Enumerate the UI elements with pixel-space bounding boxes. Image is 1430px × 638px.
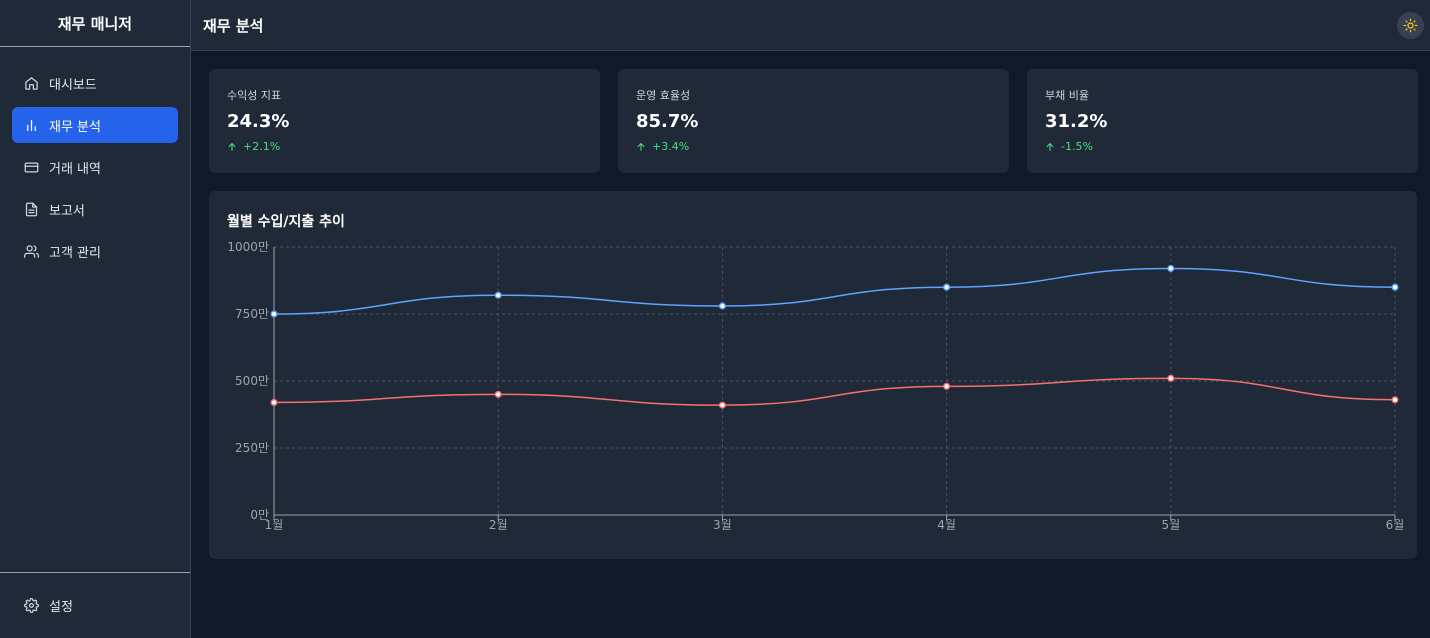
- kpi-cards: 수익성 지표 24.3% +2.1% 운영 효율성 85.7% +3.4%: [209, 69, 1418, 173]
- series-point-0: [494, 291, 502, 299]
- kpi-change-value: +2.1%: [243, 140, 281, 153]
- sidebar-item-reports[interactable]: 보고서: [12, 191, 178, 227]
- kpi-value: 85.7%: [636, 111, 699, 132]
- sidebar-item-dashboard[interactable]: 대시보드: [12, 65, 178, 101]
- series-point-1: [1391, 396, 1399, 404]
- sun-icon: [1403, 18, 1418, 32]
- y-tick-label: 500만: [235, 374, 269, 388]
- sidebar-item-label: 보고서: [49, 203, 85, 219]
- main-area: 재무 분석 수익성 지표 24.3% +2.1% 운영 효율성 85.7%: [191, 0, 1430, 638]
- bar-chart-icon: [27, 119, 36, 131]
- sidebar-item-label: 설정: [49, 599, 73, 615]
- theme-toggle-button[interactable]: [1397, 11, 1424, 39]
- sidebar-item-label: 거래 내역: [49, 161, 101, 177]
- kpi-value: 24.3%: [227, 111, 290, 132]
- y-tick-label: 0만: [250, 508, 269, 522]
- y-tick-label: 1000만: [227, 240, 269, 254]
- kpi-card-efficiency: 운영 효율성 85.7% +3.4%: [618, 69, 1009, 173]
- series-point-0: [1391, 283, 1399, 291]
- series-point-0: [718, 302, 726, 310]
- kpi-change: -1.5%: [1045, 140, 1400, 153]
- series-point-1: [494, 390, 502, 398]
- kpi-label: 부채 비율: [1045, 89, 1089, 102]
- x-tick-label: 2월: [489, 518, 508, 532]
- series-point-1: [1167, 374, 1175, 382]
- users-icon: [24, 244, 39, 258]
- sidebar-footer: 설정: [0, 572, 190, 638]
- sidebar-item-label: 고객 관리: [49, 245, 101, 261]
- kpi-label: 수익성 지표: [227, 89, 282, 102]
- x-tick-label: 5월: [1161, 518, 1180, 532]
- credit-card-icon: [24, 162, 39, 172]
- series-point-1: [270, 398, 278, 406]
- chart-card: 월별 수입/지출 추이 0만 250만 500만 750만 1000만 1월 2월 3월 4월 5…: [209, 191, 1417, 559]
- sidebar-item-label: 재무 분석: [49, 119, 101, 135]
- sidebar-item-settings[interactable]: 설정: [12, 587, 178, 623]
- sidebar: 재무 매니저 대시보드 재무 분석 거래 내역 보고서 고객 관리: [0, 0, 191, 638]
- kpi-card-debt-ratio: 부채 비율 31.2% -1.5%: [1027, 69, 1418, 173]
- line-chart: 0만 250만 500만 750만 1000만 1월 2월 3월 4월 5월 6월: [227, 240, 1405, 532]
- series-point-0: [943, 283, 951, 291]
- kpi-change-value: +3.4%: [652, 140, 690, 153]
- home-icon: [25, 76, 38, 90]
- content: 수익성 지표 24.3% +2.1% 운영 효율성 85.7% +3.4%: [191, 51, 1430, 559]
- kpi-card-profitability: 수익성 지표 24.3% +2.1%: [209, 69, 600, 173]
- arrow-up-icon: [1046, 142, 1054, 151]
- sidebar-item-customers[interactable]: 고객 관리: [12, 233, 178, 269]
- arrow-up-icon: [637, 142, 645, 151]
- topbar: 재무 분석: [191, 0, 1430, 51]
- kpi-value: 31.2%: [1045, 111, 1108, 132]
- kpi-change-value: -1.5%: [1061, 140, 1093, 153]
- kpi-label: 운영 효율성: [636, 89, 691, 102]
- kpi-change: +2.1%: [227, 140, 582, 153]
- sidebar-item-label: 대시보드: [49, 77, 97, 93]
- x-tick-label: 6월: [1386, 518, 1405, 532]
- series-point-0: [270, 310, 278, 318]
- sidebar-nav: 대시보드 재무 분석 거래 내역 보고서 고객 관리: [0, 47, 190, 275]
- series-point-1: [943, 382, 951, 390]
- page-title: 재무 분석: [203, 16, 264, 35]
- brand-title: 재무 매니저: [0, 0, 190, 47]
- y-tick-label: 750만: [235, 307, 269, 321]
- series-point-1: [718, 401, 726, 409]
- sidebar-item-financial-analysis[interactable]: 재무 분석: [12, 107, 178, 143]
- y-tick-label: 250만: [235, 441, 269, 455]
- arrow-up-icon: [228, 142, 236, 151]
- gear-icon: [24, 597, 39, 613]
- kpi-change: +3.4%: [636, 140, 991, 153]
- x-tick-label: 4월: [937, 518, 956, 532]
- chart-title: 월별 수입/지출 추이: [227, 214, 345, 230]
- sidebar-item-transactions[interactable]: 거래 내역: [12, 149, 178, 185]
- x-tick-label: 3월: [713, 518, 732, 532]
- file-text-icon: [25, 202, 38, 216]
- series-line-1: [273, 377, 1396, 406]
- x-tick-label: 1월: [265, 518, 284, 532]
- series-line-0: [273, 267, 1396, 315]
- series-point-0: [1167, 264, 1175, 272]
